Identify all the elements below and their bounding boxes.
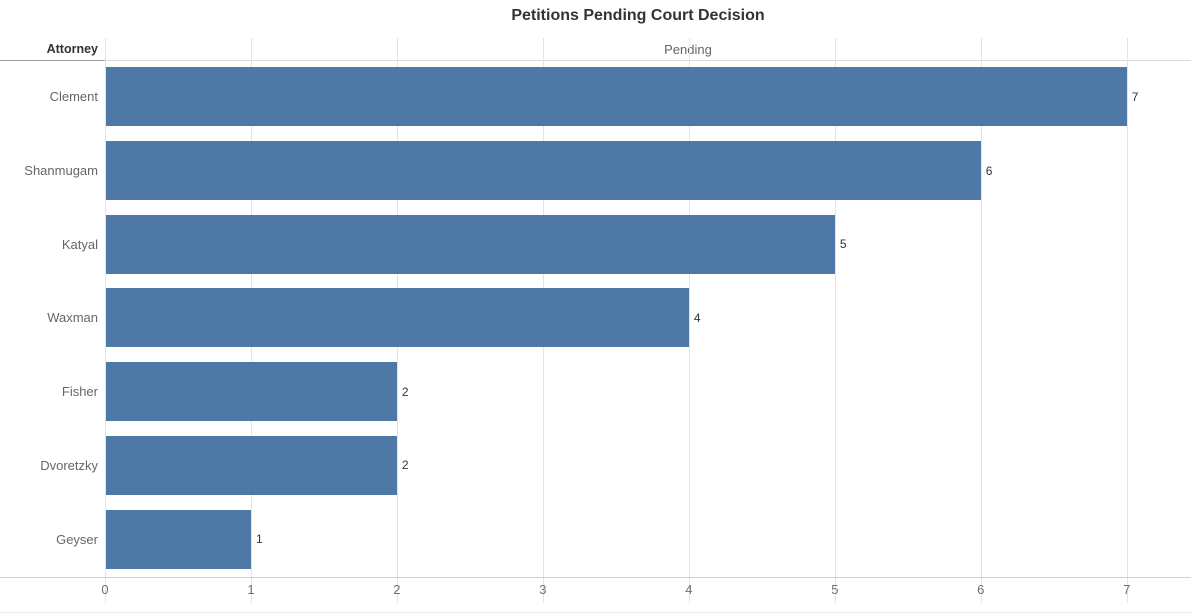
- gridline: [834, 38, 836, 603]
- gridline: [105, 38, 106, 603]
- bar[interactable]: [106, 288, 689, 348]
- gridline: [1126, 38, 1128, 603]
- chart-title: Petitions Pending Court Decision: [511, 7, 765, 24]
- bar-row: Geyser 1: [0, 502, 1191, 576]
- bar-row: Clement 7: [0, 60, 1191, 134]
- bar-value-label: 7: [1131, 89, 1139, 104]
- header-separator-right: [105, 60, 1191, 61]
- bar-row: Waxman 4: [0, 281, 1191, 355]
- bar[interactable]: [106, 435, 397, 495]
- column-header-pending: Pending: [664, 42, 712, 57]
- bar-rows: Clement 7 Shanmugam 6 Katyal 5 Waxman 4 Fisher 2 D…: [0, 60, 1191, 576]
- category-label: Fisher: [61, 384, 98, 400]
- bar-row: Shanmugam 6: [0, 134, 1191, 208]
- x-tick-label: 5: [831, 582, 839, 597]
- bar-value-label: 2: [401, 458, 409, 473]
- row-header-attorney: Attorney: [46, 42, 98, 56]
- bar[interactable]: [106, 362, 397, 422]
- x-tick-label: 1: [247, 582, 255, 597]
- x-tick-label: 6: [977, 582, 985, 597]
- x-tick-label: 0: [101, 582, 109, 597]
- bar-value-label: 4: [693, 310, 701, 325]
- header-separator-left: [0, 60, 105, 61]
- x-axis-line: [0, 577, 1191, 578]
- bar-row: Dvoretzky 2: [0, 429, 1191, 503]
- bar-row: Fisher 2: [0, 355, 1191, 429]
- category-label: Katyal: [61, 236, 98, 252]
- x-tick-label: 3: [539, 582, 547, 597]
- gridline: [980, 38, 982, 603]
- category-label: Shanmugam: [24, 163, 98, 179]
- category-label: Clement: [49, 89, 98, 105]
- chart-bottom-border: [0, 612, 1191, 613]
- bar-value-label: 1: [255, 532, 263, 547]
- category-label: Geyser: [56, 531, 98, 547]
- category-label: Dvoretzky: [40, 457, 98, 473]
- bar-value-label: 6: [985, 163, 993, 178]
- bar[interactable]: [106, 509, 251, 569]
- bar[interactable]: [106, 67, 1127, 127]
- bar[interactable]: [106, 214, 835, 274]
- x-tick-label: 7: [1123, 582, 1131, 597]
- category-label: Waxman: [47, 310, 98, 326]
- bar[interactable]: [106, 141, 981, 201]
- bar-value-label: 2: [401, 384, 409, 399]
- x-tick-label: 2: [393, 582, 401, 597]
- bar-value-label: 5: [839, 237, 847, 252]
- gridline: [688, 38, 690, 603]
- bar-row: Katyal 5: [0, 207, 1191, 281]
- x-tick-label: 4: [685, 582, 693, 597]
